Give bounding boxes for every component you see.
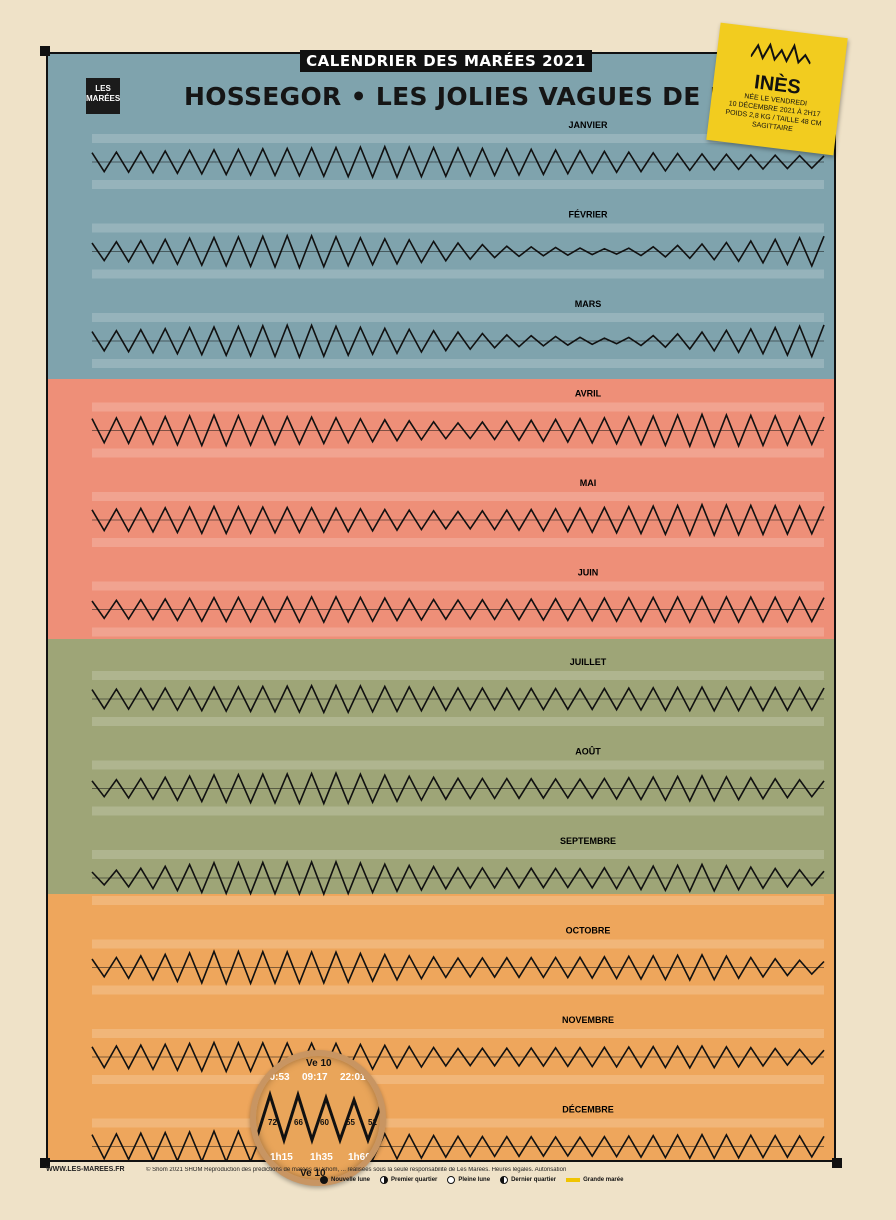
month-label: DÉCEMBRE (562, 1105, 614, 1115)
month-label: MAI (580, 478, 597, 488)
legend-full-moon: Pleine lune (447, 1176, 490, 1184)
tide-chart: JANVIER FÉVRIER MARS AVRIL MAI JUIN JUILLET AOÛ… (91, 120, 825, 1160)
footer-legal: © Shom 2021 SHOM Reproduction des prédic… (146, 1167, 566, 1173)
month-label: SEPTEMBRE (560, 836, 616, 846)
tide-times-band (92, 1118, 824, 1128)
month-label: AOÛT (575, 746, 601, 757)
tide-times-band (92, 939, 824, 949)
magnifier-coef: 52 (368, 1118, 377, 1127)
legend-last-quarter: Dernier quartier (500, 1176, 556, 1184)
magnifier-time: 1h15 (270, 1152, 293, 1163)
tide-times-band (92, 985, 824, 995)
tide-times-band (92, 359, 824, 368)
magnifier-time: 1h60 (348, 1152, 371, 1163)
tide-times-band (92, 581, 824, 591)
tide-times-band (92, 492, 824, 501)
crop-mark (40, 1158, 50, 1168)
magnifier-time: 1h35 (310, 1152, 333, 1163)
magnifier-day: Ve 10 (306, 1058, 332, 1069)
magnifier-coef: 72 (268, 1118, 277, 1127)
tide-wave (91, 412, 825, 449)
tide-wave (91, 1129, 825, 1160)
last-quarter-icon (500, 1176, 509, 1184)
tide-times-band (92, 717, 824, 726)
magnifier-time: 20:53 (264, 1072, 290, 1083)
first-quarter-icon (380, 1176, 389, 1184)
tide-wave (91, 144, 825, 180)
winter-band (48, 54, 834, 379)
new-moon-icon (320, 1176, 328, 1184)
tide-times-band (92, 448, 824, 458)
tide-times-band (92, 180, 824, 189)
waves-icon (750, 42, 812, 65)
tide-wave (91, 949, 825, 986)
footer-url[interactable]: WWW.LES-MAREES.FR (46, 1166, 125, 1173)
tide-wave (91, 683, 825, 715)
crop-mark (832, 1158, 842, 1168)
tide-wave (91, 322, 825, 360)
full-moon-icon (447, 1176, 456, 1184)
legend-new-moon: Nouvelle lune (320, 1176, 370, 1184)
month-label: JUILLET (570, 657, 607, 667)
month-label: NOVEMBRE (562, 1015, 614, 1025)
legend: Nouvelle lune Premier quartier Pleine lu… (320, 1176, 623, 1184)
tide-times-band (92, 1029, 824, 1038)
legend-spring-tide: Grande marée (566, 1176, 623, 1184)
tide-wave (91, 502, 825, 538)
magnifier-coef: 60 (320, 1118, 329, 1127)
tide-times-band (92, 269, 824, 279)
birth-note: INÈS NÉE LE VENDREDI 10 DÉCEMBRE 2021 À … (706, 22, 848, 156)
legend-first-quarter: Premier quartier (380, 1176, 437, 1184)
magnifier-lens: Ve 10 20:53 09:17 22:01 72 66 60 55 52 1… (250, 1050, 386, 1186)
summer-band (48, 639, 834, 894)
tide-times-band (92, 896, 824, 905)
tide-times-band (92, 627, 824, 637)
magnifier-day: Ve 10 (300, 1168, 326, 1179)
tide-times-band (92, 1075, 824, 1084)
tide-times-band (92, 402, 824, 412)
month-label: MARS (575, 299, 602, 309)
tide-times-band (92, 671, 824, 680)
brand-logo: LES MARÉES (86, 78, 120, 114)
calendar-title: CALENDRIER DES MARÉES 2021 (300, 50, 592, 72)
tide-times-band (92, 850, 824, 859)
month-label: FÉVRIER (568, 210, 608, 220)
footer: WWW.LES-MAREES.FR © Shom 2021 SHOM Repro… (46, 1166, 836, 1182)
month-label: OCTOBRE (566, 926, 611, 936)
tide-times-band (92, 134, 824, 143)
tide-wave (91, 594, 825, 625)
tide-times-band (92, 760, 824, 770)
tide-wave (91, 771, 825, 806)
crop-mark (40, 46, 50, 56)
month-label: JUIN (578, 568, 599, 578)
spring-tide-icon (566, 1178, 581, 1182)
tide-wave (91, 233, 825, 270)
tide-wave (91, 1040, 825, 1074)
tide-times-band (92, 538, 824, 547)
tide-times-band (92, 806, 824, 816)
month-label: JANVIER (568, 120, 608, 130)
magnifier-wave (256, 1090, 380, 1146)
magnifier-time: 09:17 (302, 1072, 328, 1083)
poster-frame: JANVIER FÉVRIER MARS AVRIL MAI JUIN JUILLET AOÛ… (46, 52, 836, 1162)
tide-times-band (92, 313, 824, 322)
tide-wave (91, 859, 825, 897)
tide-times-band (92, 223, 824, 233)
magnifier-time: 22:01 (340, 1072, 366, 1083)
month-label: AVRIL (575, 389, 602, 399)
magnifier-coef: 55 (346, 1118, 355, 1127)
magnifier-coef: 66 (294, 1118, 303, 1127)
autumn-band (48, 894, 834, 1160)
